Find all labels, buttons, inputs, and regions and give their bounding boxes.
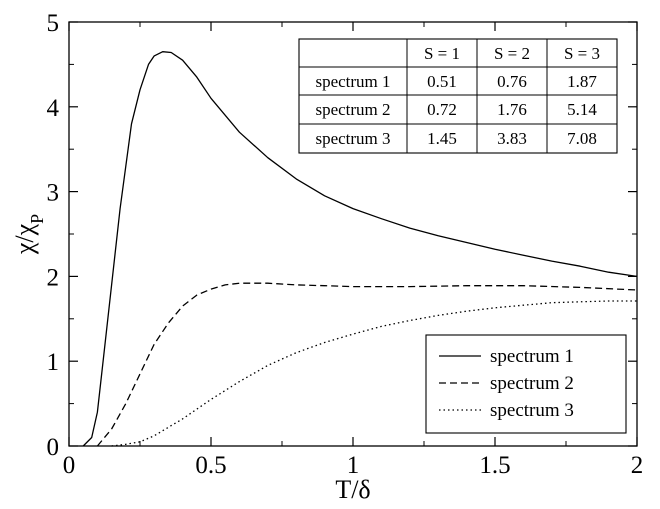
x-tick-label: 2 <box>631 452 644 479</box>
table-border <box>298 38 618 154</box>
y-tick-label: 3 <box>47 180 60 207</box>
table-cell: 0.76 <box>497 72 527 91</box>
table-header-cell: S = 1 <box>424 44 460 63</box>
table-cell: 1.45 <box>427 129 457 148</box>
y-axis-title-subscript: P <box>27 214 47 224</box>
x-tick-label: 0 <box>63 452 76 479</box>
y-tick-label: 5 <box>47 10 60 37</box>
table-cell: 1.76 <box>497 100 527 119</box>
legend-label-3: spectrum 3 <box>490 400 574 421</box>
table-header-cell: S = 2 <box>494 44 530 63</box>
table-cell: 7.08 <box>567 129 597 148</box>
x-axis-title: T/δ <box>335 475 370 504</box>
series-lines <box>82 51 638 447</box>
table-cell: 0.51 <box>427 72 457 91</box>
y-tick-label: 1 <box>47 349 60 376</box>
y-axis-title-main: χ/χ <box>10 223 39 255</box>
table-row-label: spectrum 3 <box>315 129 390 148</box>
table-header-cell: S = 3 <box>564 44 600 63</box>
y-tick-label: 0 <box>47 434 60 461</box>
series-line-2 <box>96 282 638 447</box>
series-line-1 <box>82 51 638 447</box>
legend-label-2: spectrum 2 <box>490 373 574 394</box>
table-cell: 1.87 <box>567 72 597 91</box>
legend: spectrum 1 spectrum 2 spectrum 3 <box>425 334 627 434</box>
legend-label-1: spectrum 1 <box>490 346 574 367</box>
table-cell: 3.83 <box>497 129 527 148</box>
x-tick-label: 1.5 <box>479 452 510 479</box>
y-axis-title: χ/χP <box>10 214 47 255</box>
table-cell: 5.14 <box>567 100 597 119</box>
y-tick-label: 4 <box>47 95 60 122</box>
table-cell: 0.72 <box>427 100 457 119</box>
data-table: S = 1 S = 2 S = 3 spectrum 1 0.51 0.76 1.87 spe… <box>298 38 618 154</box>
table-row-label: spectrum 1 <box>315 72 390 91</box>
x-tick-label: 0.5 <box>195 452 226 479</box>
y-tick-label: 2 <box>47 264 60 291</box>
legend-box <box>425 334 627 434</box>
table-row-label: spectrum 2 <box>315 100 390 119</box>
x-tick-label: 1 <box>347 452 360 479</box>
